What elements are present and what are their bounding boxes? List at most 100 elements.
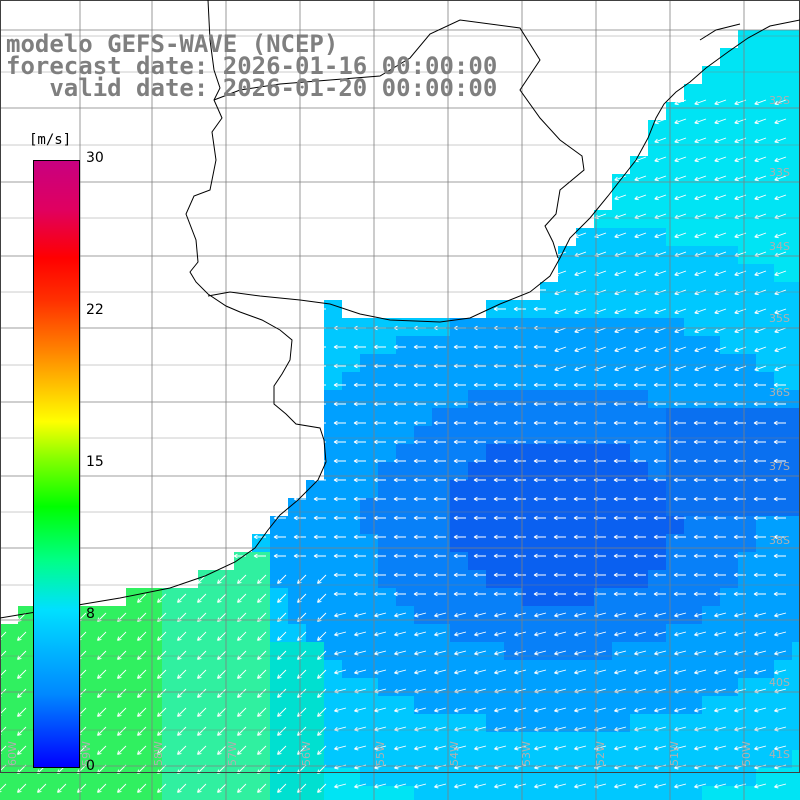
sea-cell [576, 480, 594, 498]
wind-arrow [633, 477, 646, 483]
sea-cell [126, 588, 144, 606]
wind-arrow [353, 496, 366, 502]
sea-cell [144, 588, 162, 606]
sea-cell [378, 390, 396, 408]
wind-arrow [473, 572, 486, 578]
wind-arrow [277, 631, 287, 641]
sea-cell [612, 354, 630, 372]
wind-arrow [694, 99, 707, 106]
sea-cell [360, 462, 378, 480]
wind-arrow [473, 439, 486, 445]
title-valid-date: valid date: 2026-01-20 00:00:00 [6, 74, 498, 102]
wind-arrow [433, 515, 446, 521]
sea-cell [702, 426, 720, 444]
wind-arrow [393, 458, 406, 464]
sea-cell [702, 318, 720, 336]
sea-cell [558, 264, 576, 282]
wind-arrow [713, 515, 726, 521]
wind-arrow [714, 99, 727, 106]
sea-cell [414, 336, 432, 354]
wind-arrow [0, 783, 7, 793]
wind-arrow [573, 420, 586, 426]
sea-cell [612, 480, 630, 498]
sea-cell [720, 462, 738, 480]
longitude-label: 56W [300, 741, 313, 766]
wind-arrow [273, 534, 286, 540]
sea-cell [198, 696, 216, 714]
wind-arrow [754, 194, 767, 201]
wind-arrow [473, 477, 486, 483]
sea-cell [558, 516, 576, 534]
wind-arrow [197, 688, 207, 698]
sea-cell [666, 210, 684, 228]
sea-cell [522, 588, 540, 606]
sea-cell [738, 66, 756, 84]
wind-arrow [473, 515, 486, 521]
sea-cell [504, 426, 522, 444]
sea-cell [774, 714, 792, 732]
wind-arrow [373, 401, 386, 407]
sea-cell [774, 264, 792, 282]
sea-cell [684, 390, 702, 408]
wind-arrow [714, 194, 727, 201]
sea-cell [432, 318, 450, 336]
sea-cell [738, 480, 756, 498]
sea-cell [432, 750, 450, 768]
sea-cell [612, 192, 630, 210]
wind-arrow [393, 553, 406, 559]
wind-arrow [317, 688, 327, 698]
wind-arrow [774, 745, 787, 751]
sea-cell [360, 678, 378, 696]
sea-cell [324, 696, 342, 714]
sea-cell [396, 750, 414, 768]
sea-cell [342, 714, 360, 732]
sea-cell [774, 606, 792, 624]
wind-arrow [754, 650, 767, 656]
sea-cell [702, 624, 720, 642]
sea-cell [756, 264, 774, 282]
sea-cell [756, 246, 774, 264]
wind-arrow [654, 156, 667, 163]
wind-arrow [674, 707, 687, 713]
sea-cell [162, 786, 180, 800]
wind-arrow [754, 232, 767, 239]
sea-cell [468, 372, 486, 390]
sea-cell [306, 552, 324, 570]
sea-cell [360, 606, 378, 624]
sea-cell [558, 660, 576, 678]
sea-cell [792, 372, 800, 390]
wind-arrow [574, 365, 587, 372]
sea-cell [324, 750, 342, 768]
wind-arrow [534, 726, 547, 732]
sea-cell [306, 786, 324, 800]
wind-arrow [774, 270, 787, 277]
wind-arrow [634, 232, 647, 239]
sea-cell [756, 408, 774, 426]
sea-cell [774, 660, 792, 678]
wind-arrow [197, 745, 207, 755]
sea-cell [648, 318, 666, 336]
wind-arrow [613, 553, 626, 559]
sea-cell [468, 678, 486, 696]
sea-cell [522, 786, 540, 800]
sea-cell [522, 372, 540, 390]
wind-arrow [613, 420, 626, 426]
sea-cell [792, 282, 800, 300]
sea-cell [144, 714, 162, 732]
wind-arrow [653, 591, 666, 597]
sea-cell [594, 678, 612, 696]
colorbar [33, 160, 80, 768]
sea-cell [684, 786, 702, 800]
sea-cell [792, 228, 800, 246]
sea-cell [522, 660, 540, 678]
wind-arrow [773, 439, 786, 445]
sea-cell [630, 642, 648, 660]
wind-arrow [394, 783, 407, 789]
sea-cell [612, 390, 630, 408]
sea-cell [468, 552, 486, 570]
sea-cell [648, 372, 666, 390]
latitude-label: 36S [769, 386, 790, 399]
wind-arrow [774, 612, 787, 618]
sea-cell [522, 768, 540, 786]
